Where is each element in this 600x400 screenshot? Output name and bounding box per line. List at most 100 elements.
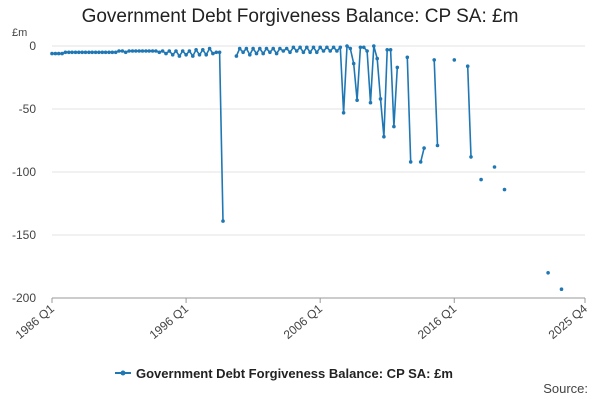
y-tick-label: -200 [12,291,36,305]
data-point [70,50,74,55]
x-tick-label: 1986 Q1 [13,301,58,342]
data-point [271,46,276,51]
series-line [419,147,425,163]
data-point [345,44,349,48]
data-point [268,50,272,55]
gridlines [52,45,585,299]
data-point [103,50,108,55]
data-point [382,134,386,139]
legend[interactable]: Government Debt Forgiveness Balance: CP … [115,366,453,381]
data-point [83,50,88,55]
data-point [351,61,356,66]
data-point [204,53,208,57]
data-point [284,46,289,51]
data-point [362,45,366,50]
data-point [274,51,279,56]
data-point [63,50,68,55]
data-point [281,49,286,53]
data-point [294,49,299,53]
data-point [392,124,396,129]
data-point [77,50,81,55]
data-point [315,50,319,55]
source-label: Source: [543,381,588,396]
data-point [154,49,158,53]
data-point [207,46,212,51]
data-point [254,51,259,56]
data-point [365,49,369,53]
x-tick-label: 2025 Q4 [546,301,591,342]
data-point [170,53,175,57]
data-point [331,45,336,50]
data-point [378,97,383,101]
data-point [321,49,326,53]
data-point [395,65,400,70]
data-point [348,46,353,51]
data-point [338,45,343,50]
data-point [234,54,239,58]
data-point [368,100,373,105]
data-point [87,50,91,55]
data-point [291,45,296,50]
data-point [559,287,564,292]
data-point [325,45,329,50]
data-point [90,50,94,55]
data-point [113,50,118,55]
data-point [385,48,390,52]
data-point [93,50,98,55]
data-point [160,49,165,53]
data-point [67,50,71,55]
data-point [452,58,457,62]
data-point [244,46,249,51]
data-point [73,50,78,55]
data-point [264,46,269,51]
data-point [100,50,105,55]
data-point [221,219,225,223]
data-point [107,50,111,55]
data-point [422,146,426,150]
data-point [117,49,121,53]
x-tick-label: 2016 Q1 [415,301,460,342]
x-tick-label: 2006 Q1 [281,301,326,342]
data-point [184,53,188,57]
series-line [466,66,472,157]
data-point [144,49,148,53]
data-point [298,45,302,50]
data-point [110,50,115,55]
data-point [211,51,215,56]
data-point [174,49,178,53]
y-tick-label: -100 [12,165,36,179]
data-point [60,51,64,56]
data-point [197,53,202,57]
data-point [201,48,205,52]
data-point [80,50,84,55]
data-point [318,45,323,50]
data-point [123,50,128,55]
series-line [235,45,399,138]
data-point [177,54,182,58]
data-point [187,49,192,53]
data-point [418,160,423,164]
data-point [465,64,470,68]
legend-marker-icon [120,370,126,376]
data-point [258,46,262,51]
series-layer [50,44,564,292]
data-point [311,45,316,50]
legend-label: Government Debt Forgiveness Balance: CP … [136,366,453,381]
x-axis-ticks: 1986 Q1 1996 Q1 2006 Q1 2016 Q1 2025 Q4 [13,298,591,342]
data-point [56,51,61,56]
data-point [432,58,437,62]
data-point [251,46,255,51]
data-point [157,50,162,55]
data-point [167,49,172,53]
data-point [492,165,497,169]
data-point [305,45,309,50]
data-point [358,45,363,50]
data-point [127,49,131,53]
data-point [147,49,151,53]
data-point [288,50,292,55]
data-point [194,48,198,52]
data-point [137,49,141,53]
data-point [335,49,339,53]
series-line [433,59,439,146]
y-tick-label: -150 [12,228,36,242]
